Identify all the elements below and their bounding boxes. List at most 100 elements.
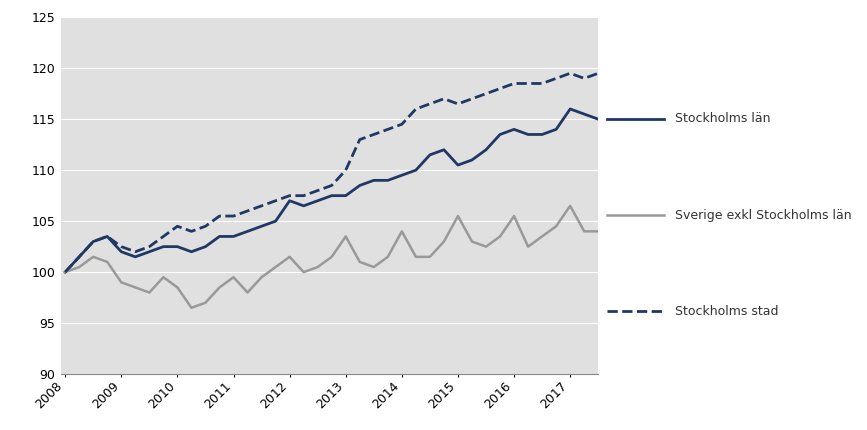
- Stockholms län: [691, 86, 701, 91]
- Stockholms län: [74, 254, 84, 259]
- Stockholms stad: [663, 50, 674, 55]
- Stockholms stad: [368, 132, 379, 137]
- Sverige exkl Stockholms län: [621, 198, 631, 203]
- Sverige exkl Stockholms län: [439, 239, 449, 244]
- Stockholms län: [382, 178, 393, 183]
- Stockholms län: [509, 127, 519, 132]
- Stockholms län: [368, 178, 379, 183]
- Stockholms stad: [565, 71, 576, 76]
- Stockholms stad: [425, 101, 435, 107]
- Stockholms stad: [621, 61, 631, 66]
- Line: Stockholms stad: Stockholms stad: [65, 48, 725, 272]
- Stockholms stad: [691, 50, 701, 55]
- Stockholms stad: [466, 96, 477, 101]
- Stockholms län: [116, 249, 127, 254]
- Stockholms län: [102, 234, 113, 239]
- Stockholms län: [705, 86, 715, 91]
- Stockholms län: [327, 193, 337, 198]
- Sverige exkl Stockholms län: [116, 280, 127, 285]
- Text: Stockholms stad: Stockholms stad: [675, 305, 778, 318]
- Stockholms län: [607, 111, 617, 117]
- Stockholms län: [481, 147, 492, 152]
- Sverige exkl Stockholms län: [74, 264, 84, 270]
- Stockholms stad: [481, 91, 492, 96]
- Stockholms stad: [720, 50, 730, 55]
- Stockholms län: [312, 198, 323, 203]
- Stockholms län: [144, 249, 154, 254]
- Sverige exkl Stockholms län: [284, 254, 295, 259]
- Stockholms län: [298, 203, 309, 209]
- Sverige exkl Stockholms län: [102, 259, 113, 264]
- Sverige exkl Stockholms län: [453, 213, 463, 218]
- Sverige exkl Stockholms län: [396, 229, 407, 234]
- Stockholms län: [271, 218, 281, 224]
- Sverige exkl Stockholms län: [720, 198, 730, 203]
- Line: Sverige exkl Stockholms län: Sverige exkl Stockholms län: [65, 190, 725, 308]
- Stockholms län: [88, 239, 99, 244]
- Stockholms stad: [102, 234, 113, 239]
- Stockholms stad: [341, 168, 351, 173]
- Stockholms län: [186, 249, 197, 254]
- Stockholms län: [621, 117, 631, 122]
- Sverige exkl Stockholms län: [677, 193, 688, 198]
- Sverige exkl Stockholms län: [663, 188, 674, 193]
- Stockholms stad: [523, 81, 533, 86]
- Stockholms län: [130, 254, 140, 259]
- Stockholms län: [158, 244, 168, 249]
- Sverige exkl Stockholms län: [298, 270, 309, 275]
- Stockholms län: [173, 244, 183, 249]
- Sverige exkl Stockholms län: [200, 300, 211, 305]
- Stockholms län: [720, 86, 730, 91]
- Stockholms län: [593, 117, 603, 122]
- Stockholms län: [228, 234, 238, 239]
- Stockholms län: [60, 270, 70, 275]
- Text: Sverige exkl Stockholms län: Sverige exkl Stockholms län: [675, 209, 851, 221]
- Stockholms stad: [228, 213, 238, 218]
- Stockholms stad: [214, 213, 225, 218]
- Sverige exkl Stockholms län: [466, 239, 477, 244]
- Stockholms stad: [593, 71, 603, 76]
- Sverige exkl Stockholms län: [593, 229, 603, 234]
- Stockholms län: [284, 198, 295, 203]
- Stockholms stad: [705, 50, 715, 55]
- Stockholms län: [565, 106, 576, 111]
- Stockholms stad: [537, 81, 547, 86]
- Stockholms län: [523, 132, 533, 137]
- Sverige exkl Stockholms län: [481, 244, 492, 249]
- Stockholms stad: [158, 234, 168, 239]
- Stockholms stad: [439, 96, 449, 101]
- Stockholms län: [200, 244, 211, 249]
- Sverige exkl Stockholms län: [355, 259, 365, 264]
- Stockholms stad: [382, 127, 393, 132]
- Stockholms stad: [411, 106, 421, 111]
- Sverige exkl Stockholms län: [60, 270, 70, 275]
- Stockholms stad: [284, 193, 295, 198]
- Stockholms stad: [257, 203, 267, 209]
- Sverige exkl Stockholms län: [636, 224, 646, 229]
- Sverige exkl Stockholms län: [705, 203, 715, 209]
- Sverige exkl Stockholms län: [88, 254, 99, 259]
- Sverige exkl Stockholms län: [411, 254, 421, 259]
- Stockholms län: [649, 96, 660, 101]
- Line: Stockholms län: Stockholms län: [65, 83, 725, 272]
- Sverige exkl Stockholms län: [130, 285, 140, 290]
- Sverige exkl Stockholms län: [691, 203, 701, 209]
- Stockholms stad: [144, 244, 154, 249]
- Sverige exkl Stockholms län: [368, 264, 379, 270]
- Sverige exkl Stockholms län: [214, 285, 225, 290]
- Sverige exkl Stockholms län: [271, 264, 281, 270]
- Stockholms stad: [509, 81, 519, 86]
- Stockholms län: [439, 147, 449, 152]
- Stockholms stad: [200, 224, 211, 229]
- Stockholms län: [411, 168, 421, 173]
- Stockholms stad: [636, 66, 646, 71]
- Sverige exkl Stockholms län: [509, 213, 519, 218]
- Stockholms län: [243, 229, 253, 234]
- Sverige exkl Stockholms län: [565, 203, 576, 209]
- Stockholms stad: [677, 45, 688, 50]
- Stockholms län: [214, 234, 225, 239]
- Stockholms stad: [327, 183, 337, 188]
- Sverige exkl Stockholms län: [186, 305, 197, 310]
- Sverige exkl Stockholms län: [607, 218, 617, 224]
- Sverige exkl Stockholms län: [551, 224, 561, 229]
